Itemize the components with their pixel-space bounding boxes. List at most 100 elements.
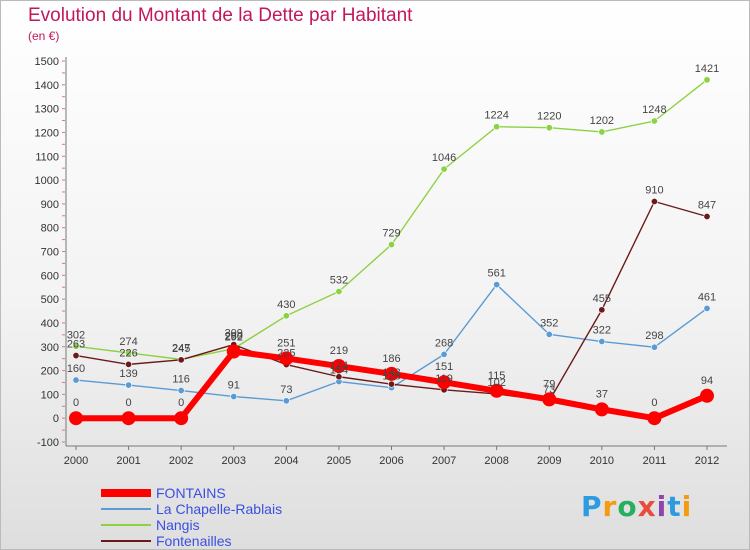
y-tick-label: 300 (41, 342, 59, 354)
y-tick-label: 1200 (35, 127, 59, 139)
legend-item-fontains: FONTAINS (101, 485, 401, 501)
data-point-nangis (440, 165, 448, 173)
data-point-la-chapelle-rablais (177, 387, 185, 395)
data-label-fontenailles: 225 (277, 348, 295, 360)
legend-swatch-nangis (101, 524, 151, 526)
data-point-nangis (125, 349, 133, 357)
logo-letter: i (681, 490, 693, 523)
data-label-nangis: 532 (330, 275, 348, 287)
data-point-nangis (493, 123, 501, 131)
data-point-fontenailles (125, 360, 133, 368)
y-tick-label: 900 (41, 199, 59, 211)
legend-label-fontenailles: Fontenailles (156, 533, 232, 549)
data-point-nangis (545, 124, 553, 132)
legend: FONTAINS La Chapelle-Rablais Nangis Font… (101, 485, 401, 549)
data-point-la-chapelle-rablais (125, 381, 133, 389)
data-point-nangis (598, 128, 606, 136)
y-tick-label: 1100 (35, 151, 59, 163)
y-tick-label: 1500 (35, 56, 59, 68)
x-tick-label: 2007 (432, 455, 456, 467)
x-tick-label: 2003 (222, 455, 246, 467)
x-tick-label: 2001 (116, 455, 140, 467)
data-label-fontains: 0 (73, 397, 79, 409)
legend-item-la-chapelle-rablais: La Chapelle-Rablais (101, 501, 401, 517)
y-tick-label: 700 (41, 247, 59, 259)
data-label-fontenailles: 455 (593, 293, 611, 305)
data-label-fontains: 186 (382, 353, 400, 365)
data-point-fontains (69, 411, 83, 426)
y-tick-label: 0 (53, 413, 59, 425)
x-tick-label: 2000 (64, 455, 88, 467)
data-point-fontains (331, 359, 346, 374)
legend-item-fontenailles: Fontenailles (101, 533, 401, 549)
logo-letter: x (637, 490, 657, 523)
series-labels: 160 139 116 91 73 154 128 268 561 352 322 298 461 302… (67, 63, 719, 409)
data-label-fontains: 79 (543, 378, 555, 390)
data-label-fontains: 219 (330, 345, 348, 357)
y-tick-label: -100 (37, 437, 59, 449)
chart-title: Evolution du Montant de la Dette par Hab… (28, 5, 413, 26)
data-point-la-chapelle-rablais (598, 338, 606, 346)
y-tick-label: 500 (41, 294, 59, 306)
data-point-fontenailles (72, 352, 80, 360)
y-tick-label: 600 (41, 270, 59, 282)
data-label-nangis: 1421 (695, 63, 719, 75)
data-point-fontains (594, 402, 609, 417)
x-tick-label: 2011 (643, 455, 667, 467)
data-point-nangis (72, 342, 80, 350)
data-point-fontains (384, 366, 399, 381)
data-point-fontenailles (650, 197, 658, 205)
y-tick-label: 1000 (35, 175, 59, 187)
y-tick-label: 100 (41, 389, 59, 401)
x-tick-label: 2004 (274, 455, 298, 467)
data-label-la-chapelle-rablais: 116 (172, 374, 190, 386)
proxiti-logo: Proxiti (581, 490, 692, 523)
data-label-nangis: 1220 (537, 111, 561, 123)
data-label-nangis: 1202 (590, 115, 614, 127)
legend-label-la-chapelle-rablais: La Chapelle-Rablais (156, 501, 283, 517)
x-tick-label: 2002 (169, 455, 193, 467)
data-point-fontenailles (703, 212, 711, 220)
x-tick-label: 2008 (484, 455, 508, 467)
legend-label-nangis: Nangis (156, 517, 200, 533)
data-label-fontains: 94 (701, 375, 713, 387)
data-point-nangis (703, 76, 711, 84)
y-tick-label: 200 (41, 366, 59, 378)
data-label-fontains: 151 (435, 361, 453, 373)
data-point-la-chapelle-rablais (282, 397, 290, 405)
data-label-nangis: 247 (172, 342, 190, 354)
data-label-fontenailles: 102 (487, 377, 505, 389)
series-lines (69, 76, 714, 426)
data-label-fontains: 37 (596, 388, 608, 400)
data-point-fontenailles (598, 306, 606, 314)
legend-swatch-fontenailles (101, 540, 151, 542)
data-point-la-chapelle-rablais (440, 350, 448, 358)
data-point-la-chapelle-rablais (545, 330, 553, 338)
data-point-fontains (121, 411, 136, 426)
data-label-la-chapelle-rablais: 160 (67, 363, 85, 375)
data-label-la-chapelle-rablais: 268 (435, 337, 453, 349)
data-point-fontenailles (177, 356, 185, 364)
axes: -100010020030040050060070080090010001100… (35, 56, 727, 467)
data-point-fontains (542, 392, 557, 407)
data-label-la-chapelle-rablais: 154 (330, 365, 348, 377)
data-label-fontenailles: 309 (225, 328, 243, 340)
data-label-nangis: 1046 (432, 152, 456, 164)
data-label-la-chapelle-rablais: 461 (698, 291, 716, 303)
data-label-fontains: 0 (126, 397, 132, 409)
data-label-nangis: 274 (119, 336, 137, 348)
data-label-fontenailles: 174 (330, 360, 348, 372)
data-label-nangis: 292 (225, 332, 243, 344)
data-point-la-chapelle-rablais (493, 281, 501, 289)
legend-label-fontains: FONTAINS (156, 485, 226, 501)
data-label-nangis: 1248 (642, 104, 666, 116)
data-point-fontenailles (387, 380, 395, 388)
logo-letter: o (617, 490, 638, 523)
data-label-nangis: 302 (67, 329, 85, 341)
data-point-nangis (387, 241, 395, 249)
legend-swatch-la-chapelle-rablais (101, 508, 151, 510)
data-point-nangis (335, 288, 343, 296)
data-label-la-chapelle-rablais: 322 (593, 325, 611, 337)
data-label-la-chapelle-rablais: 91 (228, 380, 240, 392)
data-label-fontains: 251 (277, 337, 295, 349)
